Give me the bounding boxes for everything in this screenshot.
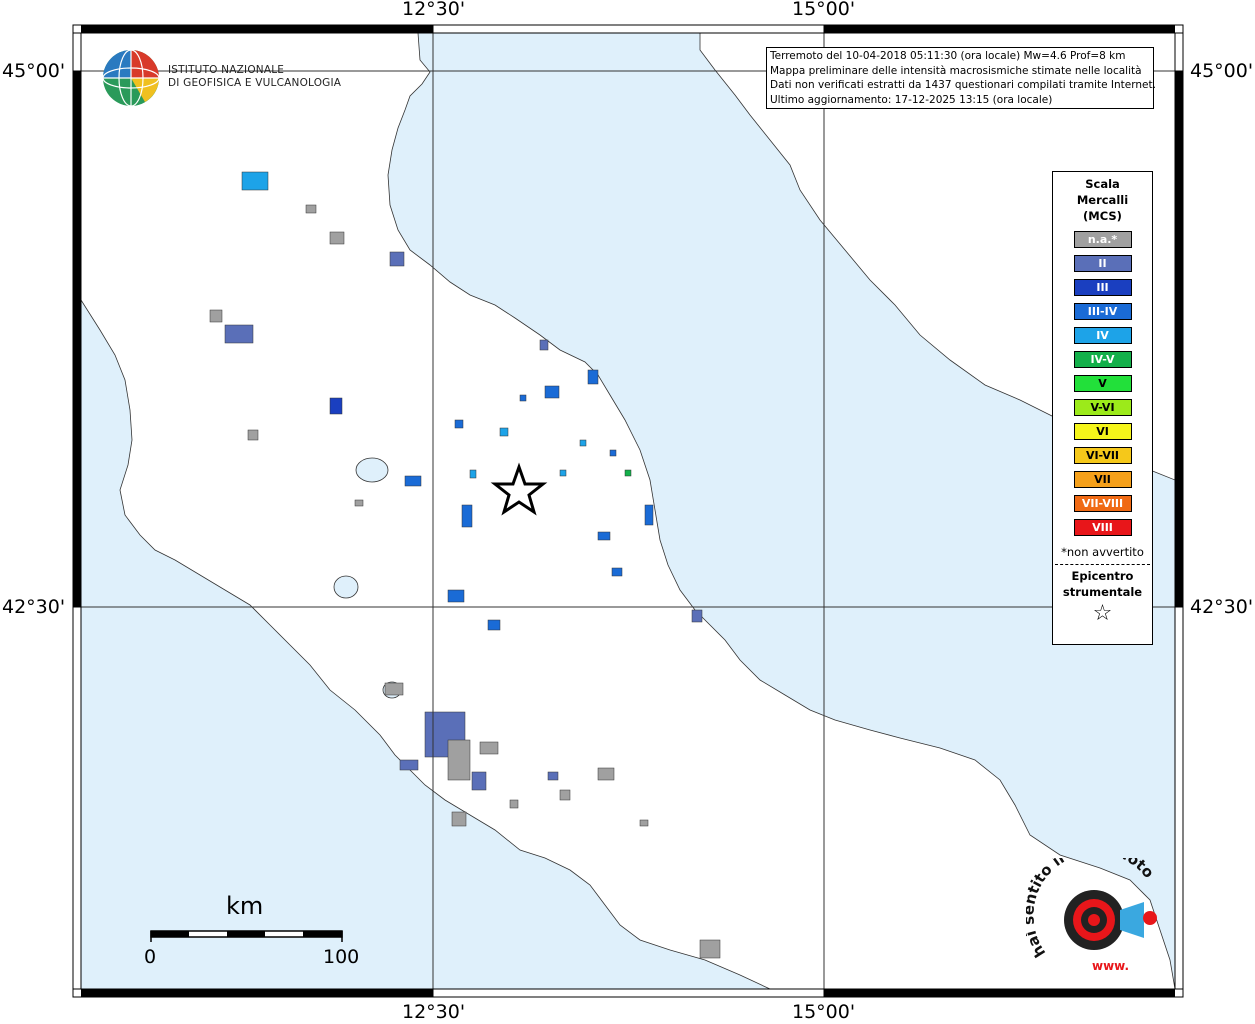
info-line-2: Mappa preliminare delle intensità macros… bbox=[770, 64, 1142, 77]
legend-epicenter-label: Epicentro strumentale bbox=[1053, 568, 1152, 600]
legend-epicenter-line-1: Epicentro bbox=[1071, 569, 1134, 583]
mcs-legend: Scala Mercalli (MCS) n.a.* II III III-IV IV I… bbox=[1052, 171, 1153, 645]
legend-item: IV-V bbox=[1073, 351, 1132, 368]
legend-item: VIII bbox=[1073, 519, 1132, 536]
legend-item: IV bbox=[1073, 327, 1132, 344]
lon-label-bottom-right: 15°00' bbox=[792, 1001, 856, 1023]
lon-label-top-right: 15°00' bbox=[792, 0, 856, 20]
legend-item: V bbox=[1073, 375, 1132, 392]
legend-title-line-3: (MCS) bbox=[1083, 209, 1122, 223]
scale-max: 100 bbox=[323, 946, 360, 968]
legend-item: V-VI bbox=[1073, 399, 1132, 416]
hst-url: www. bbox=[1092, 959, 1129, 973]
scale-unit: km bbox=[226, 892, 264, 920]
legend-title: Scala Mercalli (MCS) bbox=[1053, 176, 1152, 224]
lon-label-top-left: 12°30' bbox=[402, 0, 466, 20]
map-frame bbox=[72, 24, 1184, 998]
ingv-line-1: ISTITUTO NAZIONALE bbox=[168, 64, 285, 76]
legend-note: *non avvertito bbox=[1061, 545, 1144, 559]
lat-label-right-top: 45°00' bbox=[1190, 60, 1254, 82]
legend-epicenter-line-2: strumentale bbox=[1062, 585, 1143, 599]
ingv-line-2: DI GEOFISICA E VULCANOLOGIA bbox=[168, 77, 342, 89]
legend-item: III bbox=[1073, 279, 1132, 296]
lat-label-left-top: 45°00' bbox=[2, 60, 66, 82]
intensity-patches bbox=[209, 171, 721, 959]
scale-min: 0 bbox=[144, 946, 157, 968]
epicenter-star bbox=[490, 462, 548, 516]
legend-items: n.a.* II III III-IV IV IV-V V V-VI VI VI-VII VII VI… bbox=[1053, 231, 1152, 536]
lat-label-left-bottom: 42°30' bbox=[2, 596, 66, 618]
legend-title-line-2: Mercalli bbox=[1076, 193, 1129, 207]
legend-item: VI-VII bbox=[1073, 447, 1132, 464]
lake-trasimeno bbox=[355, 457, 389, 483]
ingv-globe-icon bbox=[102, 49, 160, 107]
tyrrhenian-sea bbox=[81, 299, 771, 989]
legend-item: III-IV bbox=[1073, 303, 1132, 320]
legend-star-icon: ☆ bbox=[1092, 601, 1113, 626]
scale-bar bbox=[150, 930, 343, 942]
info-line-1: Terremoto del 10-04-2018 05:11:30 (ora l… bbox=[770, 50, 1126, 62]
lake-bolsena bbox=[333, 575, 359, 599]
info-line-3: Dati non verificati estratti da 1437 que… bbox=[770, 79, 1156, 91]
event-info-box: Terremoto del 10-04-2018 05:11:30 (ora l… bbox=[766, 47, 1156, 109]
lon-label-bottom-left: 12°30' bbox=[402, 1001, 466, 1023]
hst-logo-icon: hai sentito il terremoto.it www. bbox=[1026, 858, 1158, 973]
ingv-name: ISTITUTO NAZIONALE DI GEOFISICA E VULCAN… bbox=[168, 64, 341, 90]
lat-label-right-bottom: 42°30' bbox=[1190, 596, 1254, 618]
legend-item: VII-VIII bbox=[1073, 495, 1132, 512]
legend-item: VI bbox=[1073, 423, 1132, 440]
legend-title-line-1: Scala bbox=[1085, 177, 1120, 191]
legend-item: II bbox=[1073, 255, 1132, 272]
legend-item: n.a.* bbox=[1073, 231, 1132, 248]
legend-item: VII bbox=[1073, 471, 1132, 488]
legend-separator bbox=[1055, 564, 1150, 565]
info-line-4: Ultimo aggiornamento: 17-12-2025 13:15 (… bbox=[770, 93, 1053, 106]
